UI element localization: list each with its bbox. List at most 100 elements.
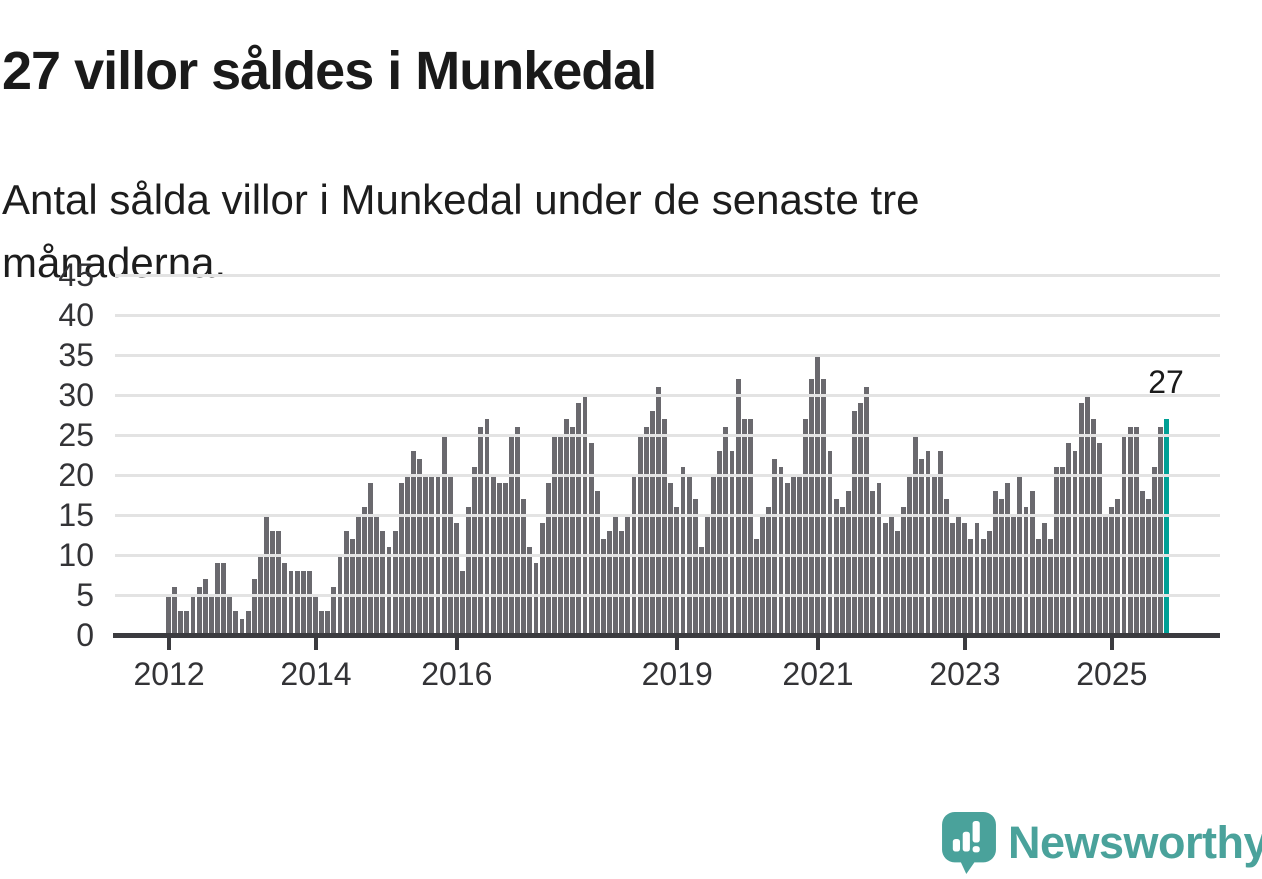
bar xyxy=(637,435,643,635)
bar xyxy=(398,483,404,635)
bar xyxy=(570,427,576,635)
bar xyxy=(306,571,312,635)
bar xyxy=(564,419,570,635)
bar xyxy=(729,451,735,635)
x-axis-line xyxy=(113,633,1220,638)
bar xyxy=(245,611,251,635)
bar xyxy=(864,387,870,635)
bar xyxy=(1035,539,1041,635)
y-axis-label-20: 20 xyxy=(58,457,94,493)
bar xyxy=(300,571,306,635)
bar xyxy=(668,483,674,635)
bar xyxy=(760,515,766,635)
bar xyxy=(208,595,214,635)
bar xyxy=(496,483,502,635)
bar xyxy=(1060,467,1066,635)
bar xyxy=(919,459,925,635)
bar xyxy=(698,547,704,635)
gridline-y10 xyxy=(115,554,1220,557)
subtitle-line-1: Antal sålda villor i Munkedal under de s… xyxy=(2,176,920,223)
bar xyxy=(411,451,416,635)
bar xyxy=(845,491,851,635)
bar xyxy=(460,571,465,635)
gridline-y45 xyxy=(115,274,1220,277)
bar xyxy=(417,459,423,635)
gridline-y35 xyxy=(115,354,1220,357)
bar xyxy=(1115,499,1121,635)
bar xyxy=(239,619,245,635)
bar xyxy=(172,587,178,635)
bar xyxy=(380,531,386,635)
subtitle-line-2: månaderna. xyxy=(2,239,227,286)
bar xyxy=(1139,491,1145,635)
newsworthy-logo[interactable]: Newsworthy xyxy=(942,812,1262,874)
bar xyxy=(233,611,239,635)
bar xyxy=(882,523,888,635)
bar xyxy=(986,531,992,635)
bar xyxy=(680,467,686,635)
bar xyxy=(1054,467,1060,635)
bar xyxy=(1066,443,1072,635)
bar xyxy=(215,563,220,635)
bar xyxy=(600,539,606,635)
bar xyxy=(649,411,655,635)
bar xyxy=(576,403,582,635)
bar-series xyxy=(166,275,1170,635)
y-axis-label-25: 25 xyxy=(58,417,94,453)
bar xyxy=(1090,419,1096,635)
x-axis-label-2012: 2012 xyxy=(133,656,205,692)
bar xyxy=(747,419,753,635)
bar xyxy=(803,419,808,635)
bar xyxy=(270,531,276,635)
bar xyxy=(943,499,949,635)
bar xyxy=(1097,443,1102,635)
bar xyxy=(521,499,527,635)
bar xyxy=(453,523,459,635)
bar xyxy=(766,507,772,635)
bar xyxy=(692,499,698,635)
bar xyxy=(974,523,980,635)
bar xyxy=(662,419,668,635)
x-axis-tick-2016 xyxy=(454,637,459,650)
bar xyxy=(1072,451,1078,635)
bar xyxy=(705,515,710,635)
x-axis-label-2021: 2021 xyxy=(782,656,854,692)
bar xyxy=(374,515,380,635)
y-axis-label-35: 35 xyxy=(58,337,94,373)
bar xyxy=(527,547,533,635)
bar xyxy=(441,435,447,635)
bar xyxy=(876,483,882,635)
bar xyxy=(551,435,557,635)
bar xyxy=(962,523,968,635)
bar xyxy=(888,515,894,635)
bar xyxy=(331,587,337,635)
bar xyxy=(558,435,563,635)
bar xyxy=(190,595,196,635)
bar xyxy=(392,531,398,635)
bar xyxy=(466,507,472,635)
bar xyxy=(772,459,778,635)
bar xyxy=(950,523,955,635)
x-axis-tick-2012 xyxy=(167,637,172,650)
bar xyxy=(313,595,318,635)
bar xyxy=(619,531,625,635)
bar xyxy=(1011,515,1017,635)
bar xyxy=(478,427,484,635)
bar xyxy=(913,435,919,635)
x-axis-tick-2019 xyxy=(675,637,680,650)
bar xyxy=(778,467,784,635)
bar xyxy=(1152,467,1158,635)
bar xyxy=(735,379,741,635)
bar xyxy=(533,563,539,635)
bar xyxy=(815,355,821,635)
bar xyxy=(870,491,876,635)
bar xyxy=(1127,427,1133,635)
bar xyxy=(515,427,521,635)
y-axis-label-5: 5 xyxy=(76,577,94,613)
bar xyxy=(539,523,545,635)
bar xyxy=(221,563,227,635)
bar xyxy=(607,531,612,635)
bar xyxy=(362,507,367,635)
bar xyxy=(1041,523,1047,635)
